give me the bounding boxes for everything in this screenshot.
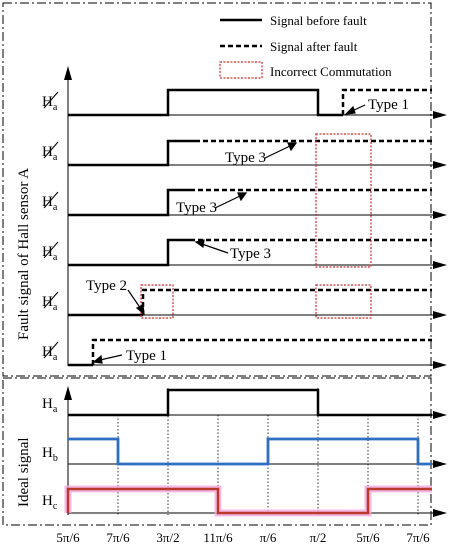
arrow-type3-row4-head — [194, 239, 205, 249]
annotation-type3-row2: Type 3 — [225, 150, 266, 166]
annotation-arrows — [92, 104, 366, 364]
ideal-label-ha: Ha — [42, 396, 58, 415]
incorrect-box-tall — [315, 133, 372, 268]
fault-row-labels: Ha Ha Ha Ha Ha Ha — [42, 91, 59, 363]
ideal-hc-glow — [64, 485, 432, 517]
baseline-arrow-4 — [433, 261, 447, 269]
arrow-type1-bottom — [99, 354, 123, 361]
ideal-arrow-hb — [433, 460, 447, 468]
x-tick-7: 5π/6 — [356, 530, 380, 545]
arrow-type3-row2 — [264, 145, 291, 159]
ideal-panel-frame — [2, 377, 432, 526]
x-tick-6: π/2 — [310, 530, 327, 545]
ideal-baseline-arrows — [433, 411, 447, 517]
x-tick-labels: 5π/6 7π/6 3π/2 11π/6 π/6 π/2 5π/6 7π/6 — [56, 530, 430, 545]
incorrect-commutation-boxes — [140, 133, 372, 319]
x-tick-8: 7π/6 — [406, 530, 430, 545]
baseline-arrow-2 — [433, 161, 447, 169]
legend-incorrect-swatch — [219, 61, 263, 79]
legend-before-text: Signal before fault — [270, 13, 367, 28]
row-slash-3 — [43, 191, 59, 209]
arrow-type2 — [127, 289, 142, 310]
legend: Signal before fault Signal after fault I… — [219, 13, 392, 79]
baseline-arrow-5 — [433, 311, 447, 319]
row-label-3: Ha — [42, 194, 58, 213]
arrow-type3-row2-head — [287, 142, 298, 152]
ideal-arrow-ha — [433, 411, 447, 419]
arrow-type2-head — [135, 304, 145, 316]
arrow-type3-row3 — [214, 195, 241, 209]
fault-baseline-arrows — [433, 111, 447, 369]
ideal-hc-waveform — [66, 487, 432, 515]
x-tick-1: 5π/6 — [56, 530, 80, 545]
x-tick-4: 11π/6 — [203, 530, 233, 545]
arrow-type1-bottom-head — [92, 354, 103, 364]
ideal-arrow-hc — [433, 509, 447, 517]
row4-signal-before — [68, 238, 190, 267]
ideal-ha-waveform — [68, 388, 432, 417]
legend-incorrect-text: Incorrect Commutation — [270, 64, 392, 79]
row5-signal-after — [141, 288, 432, 315]
legend-after-text: Signal after fault — [270, 39, 358, 54]
arrow-type1-top-head — [344, 105, 356, 115]
x-tick-2: 7π/6 — [106, 530, 130, 545]
annotation-type3-row4: Type 3 — [230, 246, 271, 262]
vertical-axis-arrow — [64, 66, 72, 80]
annotation-type1-bottom: Type 1 — [126, 348, 167, 364]
annotation-type3-row3: Type 3 — [176, 200, 217, 216]
baseline-arrow-3 — [433, 211, 447, 219]
annotation-type1-top: Type 1 — [368, 97, 409, 113]
row2-signal-before — [68, 139, 195, 167]
row-label-6: Ha — [42, 344, 58, 363]
row-label-5: Ha — [42, 294, 58, 313]
row-label-2: Ha — [42, 144, 58, 163]
ideal-label-hc: Hc — [42, 493, 58, 512]
incorrect-box-row5-right — [315, 284, 372, 319]
row-slash-6 — [43, 341, 59, 359]
x-tick-5: π/6 — [260, 530, 277, 545]
row-slash-5 — [43, 291, 59, 309]
row-label-4: Ha — [42, 244, 58, 263]
row-slash-2 — [43, 141, 59, 159]
ideal-panel-ylabel: Ideal signal — [16, 437, 32, 507]
ideal-hb-waveform — [68, 437, 432, 466]
fault-panel-ylabel: Fault signal of Hall sensor A — [16, 168, 32, 340]
baseline-arrow-1 — [433, 111, 447, 119]
x-tick-3: 3π/2 — [156, 530, 179, 545]
row-slash-1 — [43, 91, 59, 109]
row3-signal-before — [68, 188, 190, 217]
row6-signal-after — [91, 338, 432, 365]
row1-signal-before — [68, 88, 343, 117]
arrow-type3-row3-head — [237, 192, 248, 202]
annotation-type2: Type 2 — [86, 278, 127, 294]
row-slash-4 — [43, 241, 59, 259]
arrow-type3-row4 — [201, 243, 229, 254]
row-label-1: Ha — [42, 94, 58, 113]
baseline-arrow-6 — [433, 361, 447, 369]
incorrect-box-row5-left — [140, 284, 174, 319]
ideal-label-hb: Hb — [42, 445, 58, 464]
row1-signal-after — [341, 88, 432, 115]
ideal-vertical-axis-arrow — [64, 386, 72, 400]
